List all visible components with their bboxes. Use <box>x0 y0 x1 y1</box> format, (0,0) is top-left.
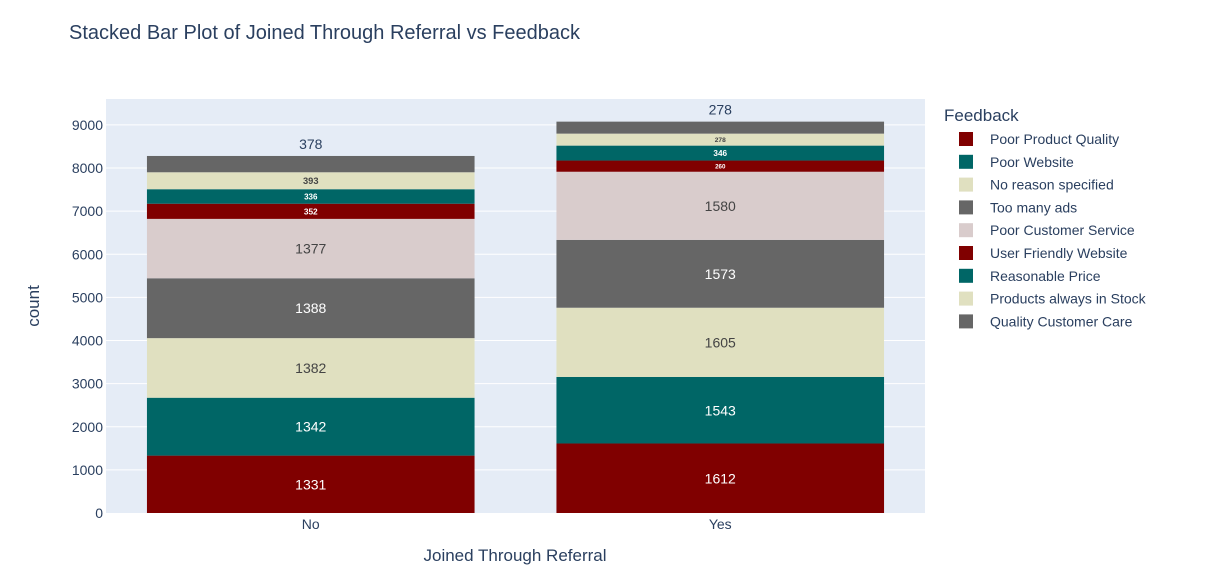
bar-segment <box>146 189 475 204</box>
legend-label: User Friendly Website <box>990 245 1128 261</box>
data-label: 278 <box>709 102 733 118</box>
data-label: 1331 <box>295 476 326 492</box>
chart-title: Stacked Bar Plot of Joined Through Refer… <box>69 22 581 44</box>
legend-swatch <box>959 223 973 238</box>
data-label: 1342 <box>295 419 326 435</box>
y-tick-label: 7000 <box>72 203 103 219</box>
data-label: 393 <box>303 176 319 186</box>
bar-segment <box>556 443 885 513</box>
data-label: 346 <box>713 149 727 158</box>
legend-item[interactable]: Products always in Stock <box>959 291 1147 307</box>
data-label: 278 <box>715 137 726 144</box>
data-label: 1382 <box>295 360 326 376</box>
legend-swatch <box>959 268 973 283</box>
bar-segment <box>146 203 475 219</box>
data-label: 1580 <box>705 198 736 214</box>
x-axis-title: Joined Through Referral <box>423 546 606 565</box>
y-tick-label: 5000 <box>72 289 103 305</box>
y-tick-label: 1000 <box>72 462 103 478</box>
data-label: 1605 <box>705 334 736 350</box>
legend-item[interactable]: Poor Product Quality <box>959 131 1119 147</box>
legend-item[interactable]: Poor Website <box>959 154 1074 170</box>
data-label: 1573 <box>705 266 736 282</box>
legend-swatch <box>959 154 973 169</box>
data-label: 1388 <box>295 300 326 316</box>
legend-item[interactable]: Too many ads <box>959 199 1077 215</box>
bar-segment <box>146 172 475 190</box>
y-axis-ticks: 0 1000 2000 3000 4000 5000 6000 7000 8000 9000 <box>72 117 103 521</box>
x-axis-ticks: No Yes <box>302 516 732 532</box>
legend-swatch <box>959 291 973 306</box>
bar-segment <box>556 376 885 444</box>
y-axis-title: count <box>24 285 43 327</box>
data-label: 352 <box>304 206 318 216</box>
bar-segment <box>146 397 475 456</box>
legend-item[interactable]: Poor Customer Service <box>959 222 1135 238</box>
bar-segment <box>556 307 885 377</box>
data-label: 260 <box>715 163 726 170</box>
legend-item[interactable]: No reason specified <box>959 177 1114 193</box>
legend-label: Reasonable Price <box>990 268 1101 284</box>
legend-item[interactable]: Quality Customer Care <box>959 313 1133 329</box>
legend-item[interactable]: Reasonable Price <box>959 268 1101 284</box>
data-label: 1543 <box>705 402 736 418</box>
bar-segment <box>556 121 885 134</box>
y-tick-label: 0 <box>95 505 103 521</box>
x-tick-label: Yes <box>709 516 732 532</box>
y-tick-label: 6000 <box>72 246 103 262</box>
y-tick-label: 9000 <box>72 117 103 133</box>
data-label: 378 <box>299 136 323 152</box>
data-label: 1377 <box>295 241 326 257</box>
bar-segment <box>146 155 475 173</box>
bars-layer <box>146 121 885 513</box>
legend-label: Products always in Stock <box>990 291 1147 307</box>
bar-segment <box>556 145 885 161</box>
legend-swatch <box>959 200 973 215</box>
data-label: 336 <box>304 192 318 201</box>
bar-segment <box>556 239 885 308</box>
bar-segment <box>556 160 885 172</box>
legend-swatch <box>959 132 973 146</box>
legend-swatch <box>959 314 973 329</box>
data-labels-layer: 1331 1342 1382 1388 1377 352 336 393 378 1612 1543… <box>295 102 736 493</box>
legend-swatch <box>959 177 973 192</box>
legend-item[interactable]: User Friendly Website <box>959 245 1128 261</box>
legend-label: Quality Customer Care <box>990 313 1133 329</box>
legend-label: No reason specified <box>990 177 1114 193</box>
y-tick-label: 3000 <box>72 376 103 392</box>
x-tick-label: No <box>302 516 320 532</box>
legend-label: Too many ads <box>990 199 1077 215</box>
bar-segment <box>556 171 885 240</box>
y-tick-label: 2000 <box>72 419 103 435</box>
y-tick-label: 4000 <box>72 333 103 349</box>
legend-title: Feedback <box>944 106 1019 125</box>
data-label: 1612 <box>705 470 736 486</box>
legend-swatch <box>959 246 973 260</box>
y-tick-label: 8000 <box>72 160 103 176</box>
bar-segment <box>556 133 885 146</box>
legend-label: Poor Website <box>990 154 1074 170</box>
legend-label: Poor Product Quality <box>990 131 1119 147</box>
bar-segment <box>146 455 475 513</box>
legend-items: Poor Product Quality Poor Website No reaso… <box>959 131 1147 329</box>
legend-label: Poor Customer Service <box>990 222 1135 238</box>
legend: Feedback Poor Product Quality Poor Websit… <box>944 106 1147 329</box>
bar-segment <box>146 278 475 339</box>
bar-segment <box>146 218 475 279</box>
bar-segment <box>146 338 475 398</box>
